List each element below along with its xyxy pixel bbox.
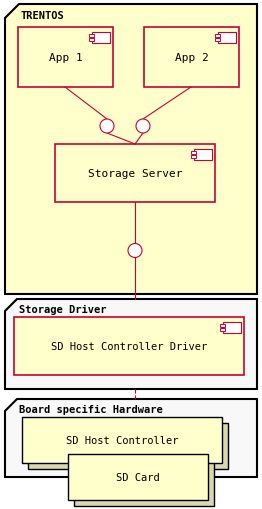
Bar [92,33,110,43]
Text: SD Host Controller Driver: SD Host Controller Driver [51,342,207,351]
Polygon shape [5,299,257,389]
Bar [89,39,94,42]
Bar [190,156,195,159]
Polygon shape [5,5,257,294]
Bar [220,324,225,328]
Bar [223,322,241,333]
Bar [28,423,228,469]
Text: App 2: App 2 [175,53,208,63]
Bar [55,145,215,203]
Text: Storage Driver: Storage Driver [19,304,106,315]
Bar [218,33,236,43]
Text: TRENTOS: TRENTOS [20,11,64,21]
Bar [68,454,208,500]
Text: App 1: App 1 [49,53,82,63]
Bar [194,149,212,160]
Text: Board specific Hardware: Board specific Hardware [19,404,163,414]
Text: SD Host Controller: SD Host Controller [66,435,178,445]
Bar [190,151,195,155]
Bar [215,35,220,38]
Bar [22,417,222,463]
Polygon shape [5,399,257,477]
Circle shape [100,120,114,134]
Text: Storage Server: Storage Server [88,168,182,179]
Bar [220,328,225,332]
Bar [14,318,244,375]
Circle shape [128,244,142,258]
Bar [144,28,239,88]
Circle shape [136,120,150,134]
Bar [18,28,113,88]
Bar [215,39,220,42]
Bar [74,460,214,506]
Text: SD Card: SD Card [116,472,160,482]
Bar [89,35,94,38]
